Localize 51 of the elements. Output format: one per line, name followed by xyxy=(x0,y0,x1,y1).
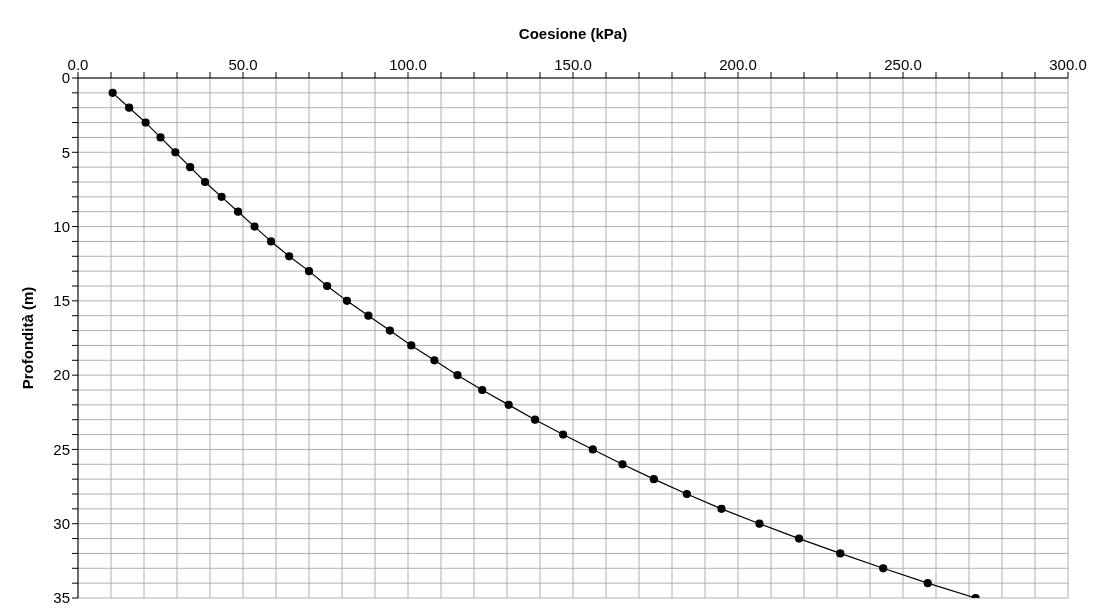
point xyxy=(755,519,764,528)
point xyxy=(323,281,332,291)
point xyxy=(385,326,394,335)
point xyxy=(682,489,691,499)
point xyxy=(217,192,226,201)
point xyxy=(923,579,932,588)
point xyxy=(364,311,373,320)
point xyxy=(233,207,243,216)
x-tick-label: 0.0 xyxy=(67,56,89,73)
point xyxy=(285,252,294,261)
x-tick-label: 300.0 xyxy=(1049,56,1087,73)
y-tick-label: 0 xyxy=(61,69,70,87)
x-tick-label: 50.0 xyxy=(228,56,258,73)
point xyxy=(453,371,462,380)
point xyxy=(141,118,150,127)
point xyxy=(879,564,888,573)
point xyxy=(717,504,726,513)
y-tick-label: 20 xyxy=(53,366,70,384)
x-tick-label: 100.0 xyxy=(389,56,427,73)
point xyxy=(504,400,513,409)
point xyxy=(559,430,568,439)
point xyxy=(794,534,804,543)
y-tick-label: 30 xyxy=(53,515,70,533)
point xyxy=(250,222,259,231)
point xyxy=(618,460,627,469)
y-axis-title: Profondità (m) xyxy=(19,286,37,390)
point xyxy=(186,163,195,172)
point xyxy=(530,415,540,424)
point xyxy=(304,267,314,276)
point xyxy=(266,237,276,246)
point xyxy=(836,549,845,558)
point xyxy=(430,356,439,365)
x-tick-label: 150.0 xyxy=(554,56,592,73)
point xyxy=(407,341,416,350)
point xyxy=(588,445,597,454)
y-tick-label: 15 xyxy=(53,292,70,310)
point xyxy=(200,177,210,187)
point xyxy=(649,475,658,484)
y-tick-label: 10 xyxy=(53,217,70,235)
y-tick-label: 25 xyxy=(53,440,70,458)
x-axis-title: Coesione (kPa) xyxy=(518,24,628,42)
point xyxy=(342,296,352,305)
x-tick-label: 250.0 xyxy=(884,56,922,73)
point xyxy=(171,148,180,157)
x-tick-label: 200.0 xyxy=(719,56,757,73)
point xyxy=(156,133,165,142)
point xyxy=(125,103,134,112)
point xyxy=(478,385,487,395)
point xyxy=(108,88,117,97)
y-tick-label: 5 xyxy=(61,143,70,161)
y-tick-label: 35 xyxy=(53,589,70,607)
